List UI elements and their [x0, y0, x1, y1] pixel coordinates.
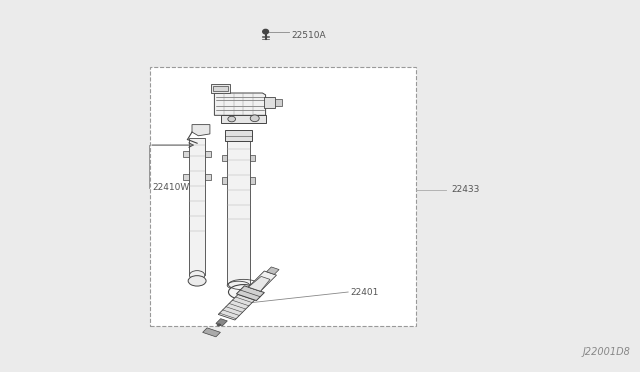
Text: 22433: 22433: [451, 185, 479, 194]
Polygon shape: [250, 155, 255, 161]
Polygon shape: [221, 115, 266, 123]
Polygon shape: [275, 99, 282, 106]
Polygon shape: [213, 86, 228, 91]
Ellipse shape: [228, 116, 236, 122]
Bar: [150, 67, 416, 326]
Polygon shape: [203, 328, 220, 337]
Text: 22410W: 22410W: [152, 183, 189, 192]
Text: J22001D8: J22001D8: [582, 347, 630, 357]
Polygon shape: [248, 271, 276, 291]
Polygon shape: [222, 177, 227, 184]
Polygon shape: [205, 151, 211, 157]
Polygon shape: [183, 174, 189, 180]
Ellipse shape: [227, 281, 250, 289]
Polygon shape: [216, 319, 227, 326]
Ellipse shape: [262, 29, 269, 34]
Ellipse shape: [250, 115, 259, 122]
Text: 22510A: 22510A: [291, 31, 326, 40]
Polygon shape: [214, 93, 266, 115]
Polygon shape: [211, 84, 230, 93]
Polygon shape: [250, 177, 255, 184]
Polygon shape: [227, 141, 250, 285]
Ellipse shape: [228, 285, 259, 299]
Polygon shape: [225, 130, 252, 141]
Polygon shape: [264, 97, 275, 108]
Text: 22401: 22401: [351, 288, 379, 296]
Polygon shape: [183, 151, 189, 157]
Polygon shape: [248, 276, 270, 291]
Polygon shape: [222, 155, 227, 161]
Ellipse shape: [188, 276, 206, 286]
Ellipse shape: [217, 324, 221, 326]
Polygon shape: [218, 295, 255, 320]
Polygon shape: [189, 138, 205, 275]
Polygon shape: [266, 267, 279, 275]
Polygon shape: [192, 125, 210, 136]
Polygon shape: [205, 174, 211, 180]
Polygon shape: [236, 286, 264, 301]
Ellipse shape: [189, 271, 205, 280]
